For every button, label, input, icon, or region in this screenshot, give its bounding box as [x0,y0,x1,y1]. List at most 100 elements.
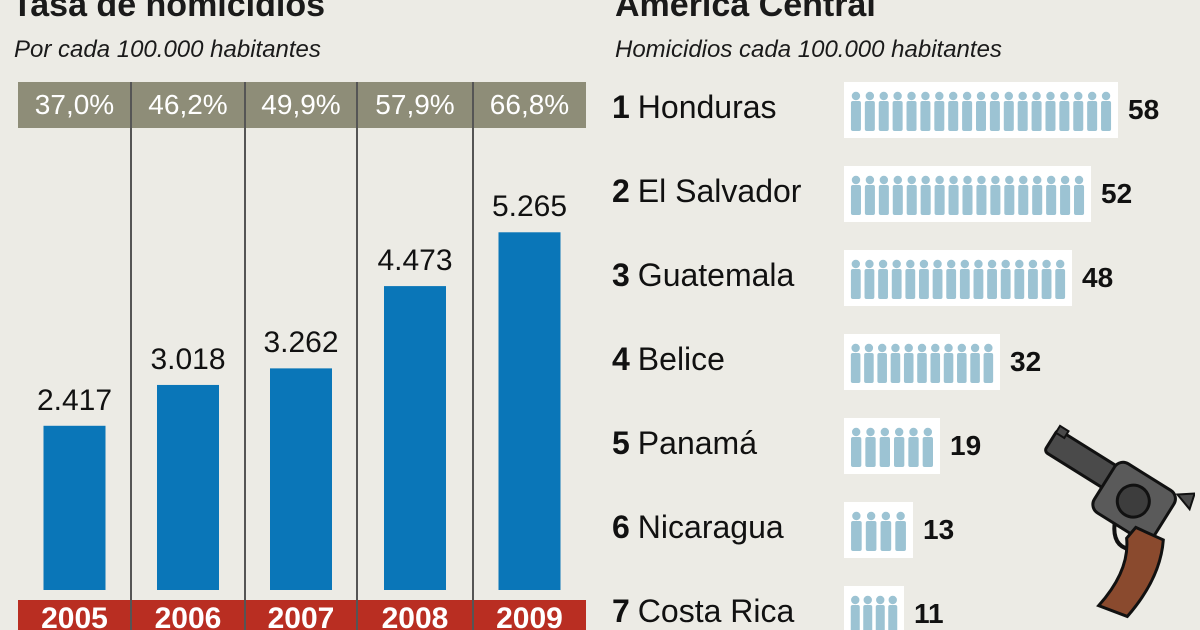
person-figure-icon [1017,91,1028,131]
person-figure-icon [930,343,941,383]
person-figure-icon [922,427,933,467]
ranking-value: 52 [1101,178,1133,209]
ranking-row: 7 Costa Rica 11 [612,586,1200,630]
ranking-value: 48 [1082,262,1114,293]
country-label: 2 El Salvador [612,166,801,216]
person-figure-icon [906,91,917,131]
person-figure-icon [894,427,905,467]
person-figure-icon [983,343,994,383]
pictogram-bar [844,502,913,558]
bar-2007 [270,368,332,590]
person-figure-icon [903,343,914,383]
year-label: 2008 [381,602,449,630]
person-figure-icon [1074,175,1085,215]
person-figure-icon [1031,91,1042,131]
person-figure-icon [864,91,875,131]
country-label: 3 Guatemala [612,250,794,300]
person-figure-icon [962,91,973,131]
country-name: Costa Rica [637,593,795,629]
country-label: 1 Honduras [612,82,777,132]
person-figure-icon [962,175,973,215]
ranking-value: 13 [923,514,955,545]
person-figure-icon [892,175,903,215]
bar-2005 [43,425,106,590]
person-figure-icon [1028,259,1038,299]
person-figure-icon [1003,91,1014,131]
ranking-value: 58 [1128,94,1160,125]
person-figure-icon [934,175,945,215]
left-subtitle: Por cada 100.000 habitantes [14,36,321,63]
percent-band [18,82,586,128]
person-figure-icon [920,175,931,215]
person-figure-icon [987,259,997,299]
country-label: 5 Panamá [612,418,757,468]
rank-number: 5 [612,425,630,461]
left-title: Tasa de homicidios [12,0,326,24]
person-figure-icon [932,259,943,299]
person-figure-icon [892,91,903,131]
bar-2008 [384,286,446,590]
bar-value-label: 2.417 [36,383,113,417]
person-figure-icon [850,91,861,131]
bar-2006 [157,384,219,590]
pictogram-bar [844,82,1118,138]
person-figure-icon [946,259,957,299]
person-figure-icon [990,175,1001,215]
rank-number: 1 [612,89,630,125]
year-label: 2006 [154,602,222,630]
bar-value-label: 4.473 [377,244,453,278]
person-figure-icon [934,91,945,131]
bar-value-label: 3.262 [263,326,339,360]
year-label: 2005 [41,602,108,630]
ranking-value: 11 [914,598,944,629]
ranking-row: 3 Guatemala 48 [612,250,1200,306]
country-name: El Salvador [637,173,802,209]
person-figure-icon [1018,175,1029,215]
percent-label: 46,2% [148,89,228,120]
ranking-value: 32 [1010,346,1042,377]
pictogram-bar [844,250,1072,306]
person-figure-icon [1060,175,1071,215]
person-figure-icon [1000,259,1011,299]
pictogram-bar [844,166,1091,222]
percent-label: 66,8% [489,89,570,120]
country-name: Belice [637,341,725,377]
country-name: Honduras [637,89,777,125]
person-figure-icon [1059,91,1070,131]
person-figure-icon [920,91,931,131]
person-figure-icon [1041,259,1052,299]
ranking-row: 4 Belice 32 [612,334,1200,390]
ranking-row: 6 Nicaragua 13 [612,502,1200,558]
person-figure-icon [948,91,959,131]
person-figure-icon [865,511,877,551]
ranking-row: 5 Panamá 19 [612,418,1200,474]
person-figure-icon [948,175,959,215]
person-figure-icon [975,91,987,131]
person-figure-icon [976,175,987,215]
person-figure-icon [864,259,875,299]
rank-number: 7 [612,593,630,629]
person-figure-icon [851,427,862,467]
rank-number: 4 [612,341,630,377]
country-label: 4 Belice [612,334,725,384]
person-figure-icon [879,427,890,467]
person-figure-icon [850,343,861,383]
person-figure-icon [864,343,874,383]
person-figure-icon [878,91,889,131]
person-figure-icon [851,511,862,551]
right-subtitle: Homicidios cada 100.000 habitantes [615,36,1002,63]
person-figure-icon [1046,175,1057,215]
person-figure-icon [875,595,885,630]
person-figure-icon [973,259,984,299]
person-figure-icon [959,259,970,299]
person-figure-icon [895,511,906,551]
person-figure-icon [865,427,876,467]
person-figure-icon [888,595,898,630]
person-figure-icon [989,91,1000,131]
person-figure-icon [1014,259,1025,299]
person-figure-icon [1045,91,1056,131]
person-figure-icon [863,595,873,630]
year-label: 2009 [496,602,563,630]
person-figure-icon [864,175,875,215]
country-name: Nicaragua [637,509,784,545]
